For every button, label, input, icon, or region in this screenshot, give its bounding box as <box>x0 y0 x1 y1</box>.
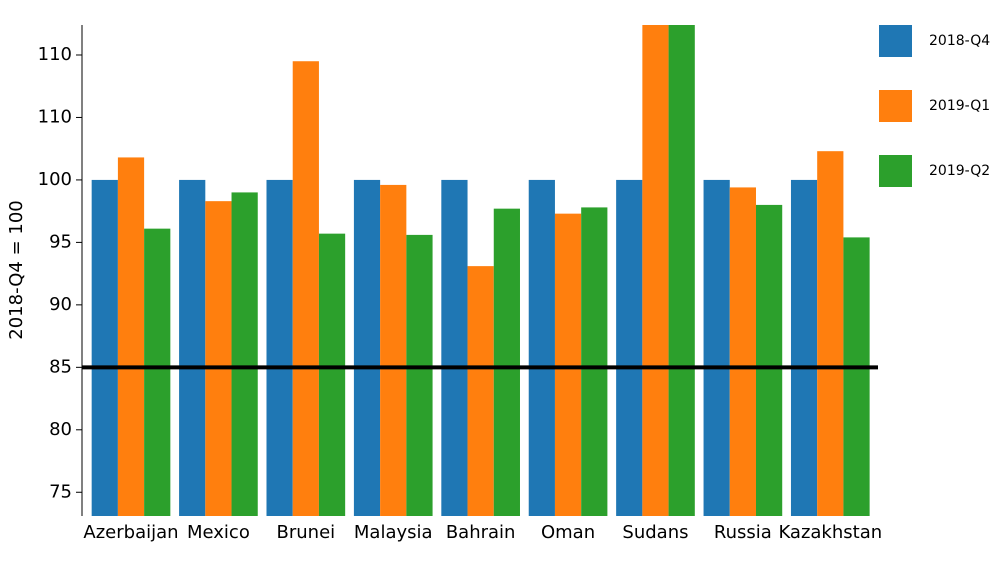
bar <box>755 204 783 517</box>
bar <box>817 151 844 517</box>
legend-swatch <box>879 25 912 57</box>
bar <box>493 208 520 516</box>
bar <box>179 179 206 516</box>
bar <box>144 228 171 517</box>
bar <box>380 184 407 516</box>
bar <box>467 266 494 516</box>
y-tick-label: 100 <box>38 169 72 190</box>
y-tick-label: 110 <box>38 106 72 127</box>
legend-label: 2019-Q1 <box>929 98 990 114</box>
bar <box>292 61 319 516</box>
bar <box>790 179 818 516</box>
bar <box>205 201 232 516</box>
bar <box>266 179 293 516</box>
y-tick-label: 110 <box>38 44 72 65</box>
bar <box>616 179 643 516</box>
x-tick-label: Brunei <box>277 522 336 543</box>
legend-swatch <box>879 90 912 122</box>
x-tick-label: Sudans <box>622 522 688 543</box>
x-tick-label: Malaysia <box>354 522 433 543</box>
x-tick-label: Azerbaijan <box>83 522 178 543</box>
x-tick-label: Kazakhstan <box>778 522 882 543</box>
y-tick-label: 80 <box>49 419 72 440</box>
x-tick-label: Oman <box>541 522 595 543</box>
bar <box>117 157 145 517</box>
bar <box>642 25 669 516</box>
bar <box>406 234 433 516</box>
bar <box>668 25 695 516</box>
bar <box>231 192 258 516</box>
bar <box>729 187 756 516</box>
legend-swatch <box>879 155 912 187</box>
x-tick-label: Russia <box>714 522 772 543</box>
bar <box>554 213 582 517</box>
bar <box>843 237 870 517</box>
y-tick-label: 95 <box>49 231 72 252</box>
y-tick-label: 90 <box>49 294 72 315</box>
bar <box>318 233 346 516</box>
legend-label: 2018-Q4 <box>929 33 990 49</box>
bar <box>91 179 118 516</box>
bar <box>703 179 730 516</box>
x-tick-label: Mexico <box>187 522 250 543</box>
bar <box>441 179 468 516</box>
y-axis-title: 2018-Q4 = 100 <box>6 200 27 339</box>
x-tick-label: Bahrain <box>446 522 516 543</box>
bar <box>581 207 608 517</box>
bar <box>528 179 555 516</box>
bar <box>353 179 381 516</box>
y-tick-label: 85 <box>49 356 72 377</box>
y-tick-label: 75 <box>49 481 72 502</box>
legend-label: 2019-Q2 <box>929 163 990 179</box>
